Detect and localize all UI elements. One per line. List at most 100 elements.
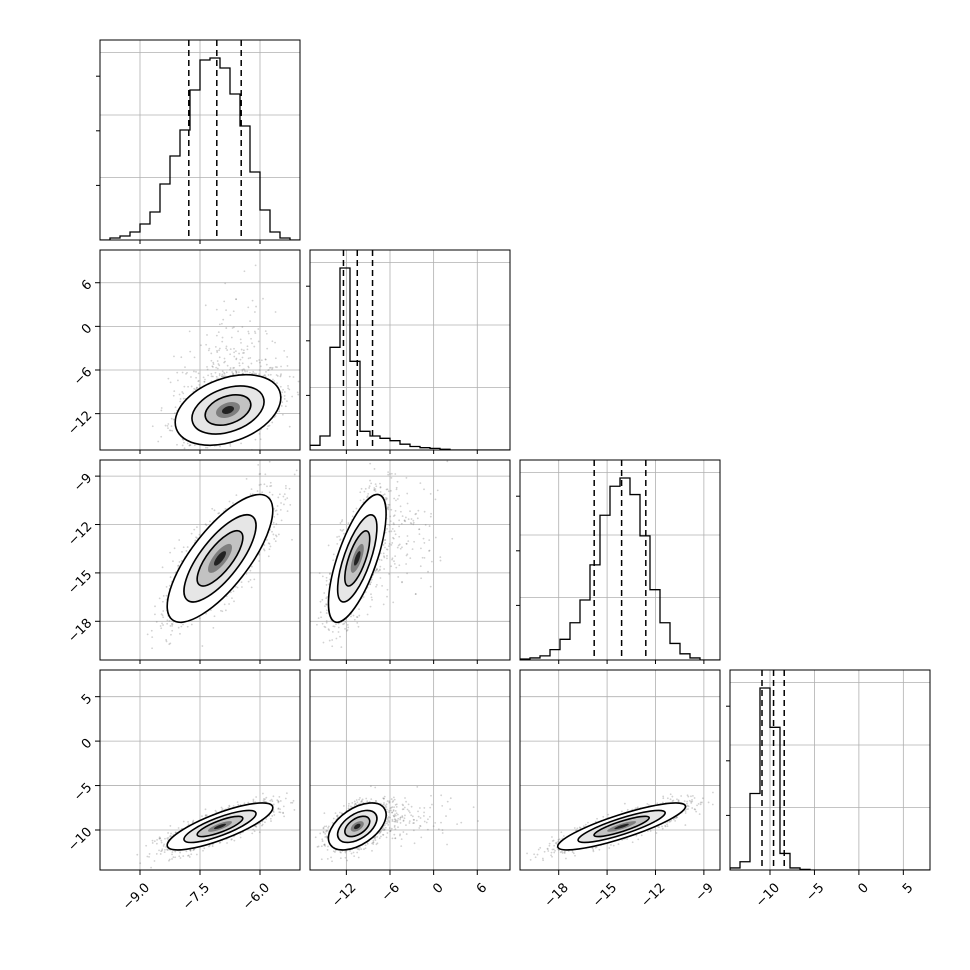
sample-point <box>211 507 214 510</box>
sample-point <box>226 349 229 351</box>
sample-point <box>195 386 198 389</box>
sample-point <box>240 581 243 584</box>
sample-point <box>210 375 213 378</box>
sample-point <box>160 409 163 412</box>
sample-point <box>234 350 237 353</box>
sample-point <box>208 347 211 350</box>
sample-point <box>278 493 281 496</box>
sample-point <box>254 332 257 335</box>
sample-point <box>286 497 289 500</box>
sample-point <box>253 330 256 333</box>
sample-point <box>216 360 219 362</box>
density-contour <box>221 405 234 414</box>
sample-point <box>283 397 286 400</box>
sample-point <box>249 493 252 496</box>
sample-point <box>196 526 198 529</box>
sample-point <box>214 371 217 374</box>
sample-point <box>169 576 172 579</box>
sample-point <box>184 366 186 369</box>
sample-point <box>394 533 397 536</box>
sample-point <box>377 570 380 573</box>
sample-point <box>195 376 197 379</box>
sample-point <box>174 412 176 414</box>
sample-point <box>276 505 279 507</box>
sample-point <box>176 443 178 446</box>
sample-point <box>190 376 192 378</box>
sample-point <box>218 512 221 514</box>
sample-point <box>209 520 211 523</box>
sample-point <box>206 368 209 371</box>
sample-point <box>401 515 404 518</box>
sample-point <box>183 447 186 450</box>
sample-point <box>212 363 215 365</box>
sample-point <box>226 364 229 367</box>
sample-point <box>295 469 298 472</box>
sample-point <box>204 523 207 526</box>
sample-point <box>188 444 191 446</box>
sample-point <box>391 527 394 530</box>
sample-point <box>285 484 287 487</box>
sample-point <box>405 542 408 545</box>
sample-point <box>259 472 262 475</box>
sample-point <box>258 369 261 371</box>
sample-point <box>197 372 200 375</box>
sample-point <box>375 485 378 488</box>
sample-point <box>369 583 371 585</box>
sample-point <box>252 370 255 373</box>
sample-point <box>263 549 266 552</box>
sample-point <box>276 513 279 516</box>
sample-point <box>233 347 235 350</box>
sample-point <box>280 405 283 407</box>
sample-point <box>160 613 163 616</box>
sample-point <box>287 387 290 390</box>
panel-frame <box>309 249 511 451</box>
sample-point <box>217 512 220 515</box>
sample-point <box>151 425 154 428</box>
sample-point <box>181 444 184 447</box>
sample-point <box>168 643 171 646</box>
sample-point <box>264 374 266 377</box>
sample-point <box>173 390 176 393</box>
sample-point <box>215 308 218 311</box>
sample-point <box>165 640 168 643</box>
sample-point <box>210 359 213 362</box>
sample-point <box>204 304 207 307</box>
sample-point <box>417 509 420 512</box>
sample-point <box>342 528 345 531</box>
sample-point <box>161 566 164 569</box>
sample-point <box>241 368 244 371</box>
sample-point <box>269 485 272 487</box>
sample-point <box>297 380 300 383</box>
sample-point <box>379 565 382 568</box>
sample-point <box>182 623 184 626</box>
sample-point <box>283 349 286 352</box>
sample-point <box>272 533 275 536</box>
sample-point <box>281 413 284 416</box>
sample-point <box>429 515 432 518</box>
sample-point <box>214 454 216 456</box>
scatter-panel-1-0 <box>99 249 301 456</box>
sample-point <box>221 375 223 378</box>
sample-point <box>170 633 172 636</box>
sample-point <box>160 407 163 409</box>
sample-point <box>221 610 224 613</box>
hist-panel-1 <box>306 249 511 451</box>
sample-point <box>266 485 268 488</box>
sample-point <box>238 364 241 367</box>
sample-point <box>206 366 208 368</box>
sample-point <box>197 379 200 382</box>
sample-point <box>178 454 180 456</box>
sample-point <box>162 616 165 619</box>
sample-point <box>269 481 272 484</box>
sample-point <box>167 377 170 380</box>
sample-point <box>247 306 250 309</box>
sample-point <box>234 585 237 588</box>
sample-point <box>162 610 165 612</box>
sample-point <box>215 366 218 369</box>
sample-point <box>276 375 279 377</box>
sample-point <box>274 534 277 537</box>
sample-point <box>235 358 238 361</box>
sample-point <box>337 631 340 633</box>
sample-point <box>386 507 389 510</box>
